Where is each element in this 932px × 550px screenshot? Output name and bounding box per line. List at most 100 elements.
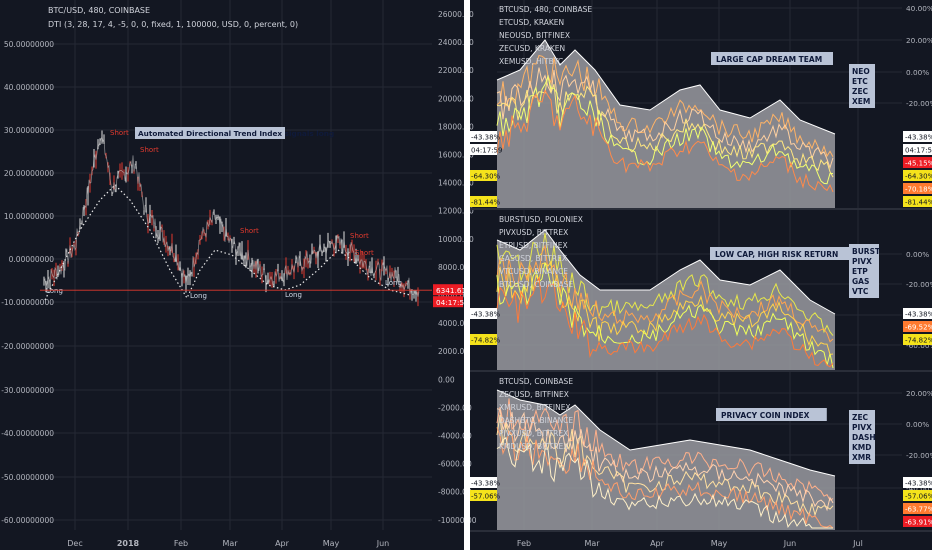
x-axis-tick: Jul bbox=[852, 539, 863, 548]
x-axis-tick: May bbox=[323, 539, 340, 548]
symbol-label: BTCUSD, COINBASE bbox=[499, 280, 573, 289]
right-axis-tick: 14000.00 bbox=[438, 179, 474, 188]
symbol-label: ETCUSD, KRAKEN bbox=[499, 18, 564, 27]
left-badge-bg bbox=[470, 170, 497, 181]
value-badge: -81.44% bbox=[905, 199, 932, 207]
coin-label: GAS bbox=[852, 277, 869, 286]
right-axis-tick: 4000.00 bbox=[438, 319, 469, 328]
left-indicator: DTI (3, 28, 17, 4, -5, 0, 0, fixed, 1, 1… bbox=[48, 20, 298, 29]
series-line bbox=[496, 89, 834, 193]
right-axis-tick: 0.00 bbox=[438, 375, 455, 384]
right-axis-tick: -40.00% bbox=[906, 484, 932, 493]
panel-title-box bbox=[716, 408, 827, 421]
value-badge-bg bbox=[903, 170, 932, 181]
panel-title-box bbox=[711, 52, 833, 65]
value-badge-bg bbox=[903, 183, 932, 194]
left-axis-tick: -40.00000000 bbox=[1, 429, 54, 438]
left-axis-tick: -20.00000000 bbox=[1, 342, 54, 351]
coin-label: BURST bbox=[852, 247, 881, 256]
price-badge: 6341.61 bbox=[436, 286, 466, 295]
value-badge-bg bbox=[903, 157, 932, 168]
signal-label: Long bbox=[190, 292, 207, 300]
symbol-label: ZECUSD, KRAKEN bbox=[499, 44, 565, 53]
series-line bbox=[496, 74, 834, 178]
value-badge: -64.30% bbox=[905, 173, 932, 181]
symbol-label: ETPUSD, BITFINEX bbox=[499, 241, 568, 250]
series-line bbox=[496, 408, 834, 512]
value-badge-bg bbox=[903, 321, 932, 332]
value-badge-bg bbox=[903, 477, 932, 488]
series-line bbox=[496, 75, 834, 185]
value-badge-bg bbox=[903, 334, 932, 345]
coin-label: DASH bbox=[852, 433, 876, 442]
right-axis-tick: 8000.00 bbox=[438, 263, 469, 272]
coin-label: NEO bbox=[852, 67, 870, 76]
value-badge: -69.52% bbox=[905, 324, 932, 332]
right-axis-tick: 18000.00 bbox=[438, 122, 474, 131]
left-axis-tick: -30.00000000 bbox=[1, 386, 54, 395]
left-axis-tick: 10.00000000 bbox=[4, 212, 54, 221]
left-axis-tick: -10.00000000 bbox=[1, 298, 54, 307]
coin-list-box bbox=[849, 410, 875, 464]
panel-title: LOW CAP, HIGH RISK RETURN bbox=[715, 250, 838, 259]
x-axis-tick: Feb bbox=[174, 539, 188, 548]
symbol-label: XMRUSD, BITFINEX bbox=[499, 403, 571, 412]
symbol-label: PIVXUSD, BITTREX bbox=[499, 429, 568, 438]
x-axis-tick: Jun bbox=[783, 539, 797, 548]
dti-curve bbox=[44, 184, 411, 301]
btc-area-edge bbox=[496, 389, 836, 477]
right-axis-tick: -4000.00 bbox=[438, 432, 472, 441]
btc-area-edge bbox=[496, 39, 836, 135]
panel-title: LARGE CAP DREAM TEAM bbox=[716, 55, 822, 64]
coin-label: ETC bbox=[852, 77, 868, 86]
value-badge-bg bbox=[903, 196, 932, 207]
symbol-label: DASHBTC, BINANCE bbox=[499, 416, 573, 425]
left-badge-bg bbox=[470, 131, 497, 142]
price-line bbox=[43, 136, 420, 297]
right-axis-tick: 26000.00 bbox=[438, 10, 474, 19]
value-badge: -45.15% bbox=[905, 160, 932, 168]
time-badge-bg bbox=[433, 296, 463, 308]
signal-label: Short bbox=[140, 146, 159, 154]
coin-label: XEM bbox=[852, 97, 870, 106]
symbol-label: GASUSD, BITTREX bbox=[499, 254, 567, 263]
right-axis-tick: -6000.00 bbox=[438, 460, 472, 469]
left-badge: -64.30% bbox=[471, 173, 501, 181]
btc-area bbox=[497, 390, 835, 530]
series-line bbox=[496, 244, 834, 343]
right-panel: 0.00%-20.00%-40.00%-60.00%BURSTUSD, POLO… bbox=[470, 210, 932, 372]
x-axis-tick: Apr bbox=[275, 539, 290, 548]
value-badge: -63.91% bbox=[905, 519, 932, 527]
series-line bbox=[496, 427, 834, 529]
x-axis-tick: Mar bbox=[222, 539, 238, 548]
x-axis-tick: Mar bbox=[584, 539, 600, 548]
left-badge-bg bbox=[470, 334, 497, 345]
right-axis-tick: -20.00% bbox=[906, 280, 932, 289]
left-badge: -74.82% bbox=[471, 337, 501, 345]
series-line bbox=[496, 260, 834, 355]
value-badge: -70.18% bbox=[905, 186, 932, 194]
right-axis-tick: 40.00% bbox=[906, 4, 932, 13]
left-title: BTC/USD, 480, COINBASE bbox=[48, 6, 150, 15]
x-axis-tick: Apr bbox=[650, 539, 665, 548]
right-axis-tick: 0.00% bbox=[906, 420, 929, 429]
right-panels: 40.00% 20.00% 0.00% -20.00% BTCUSD, 480, COI… bbox=[464, 0, 932, 550]
left-badge: 04:17:59 bbox=[471, 147, 502, 155]
right-axis-tick: -20.00% bbox=[906, 451, 932, 460]
x-axis-tick: Jun bbox=[376, 539, 390, 548]
value-badge-bg bbox=[903, 490, 932, 501]
left-axis-tick: 20.00000000 bbox=[4, 169, 54, 178]
value-badge: -43.38% bbox=[905, 134, 932, 142]
series-line bbox=[496, 233, 834, 336]
left-badge-bg bbox=[470, 196, 497, 207]
right-axis-tick: -8000.00 bbox=[438, 488, 472, 497]
right-axis-tick: 0.00% bbox=[906, 250, 929, 259]
time-badge: 04:17:59 bbox=[436, 298, 469, 307]
left-badge-bg bbox=[470, 490, 497, 501]
coin-label: PIVX bbox=[852, 423, 872, 432]
symbol-label: PIVXUSD, BITTREX bbox=[499, 228, 568, 237]
value-badge-bg bbox=[903, 131, 932, 142]
symbol-label: ZECUSD, BITFINEX bbox=[499, 390, 569, 399]
x-axis-tick: May bbox=[711, 539, 728, 548]
